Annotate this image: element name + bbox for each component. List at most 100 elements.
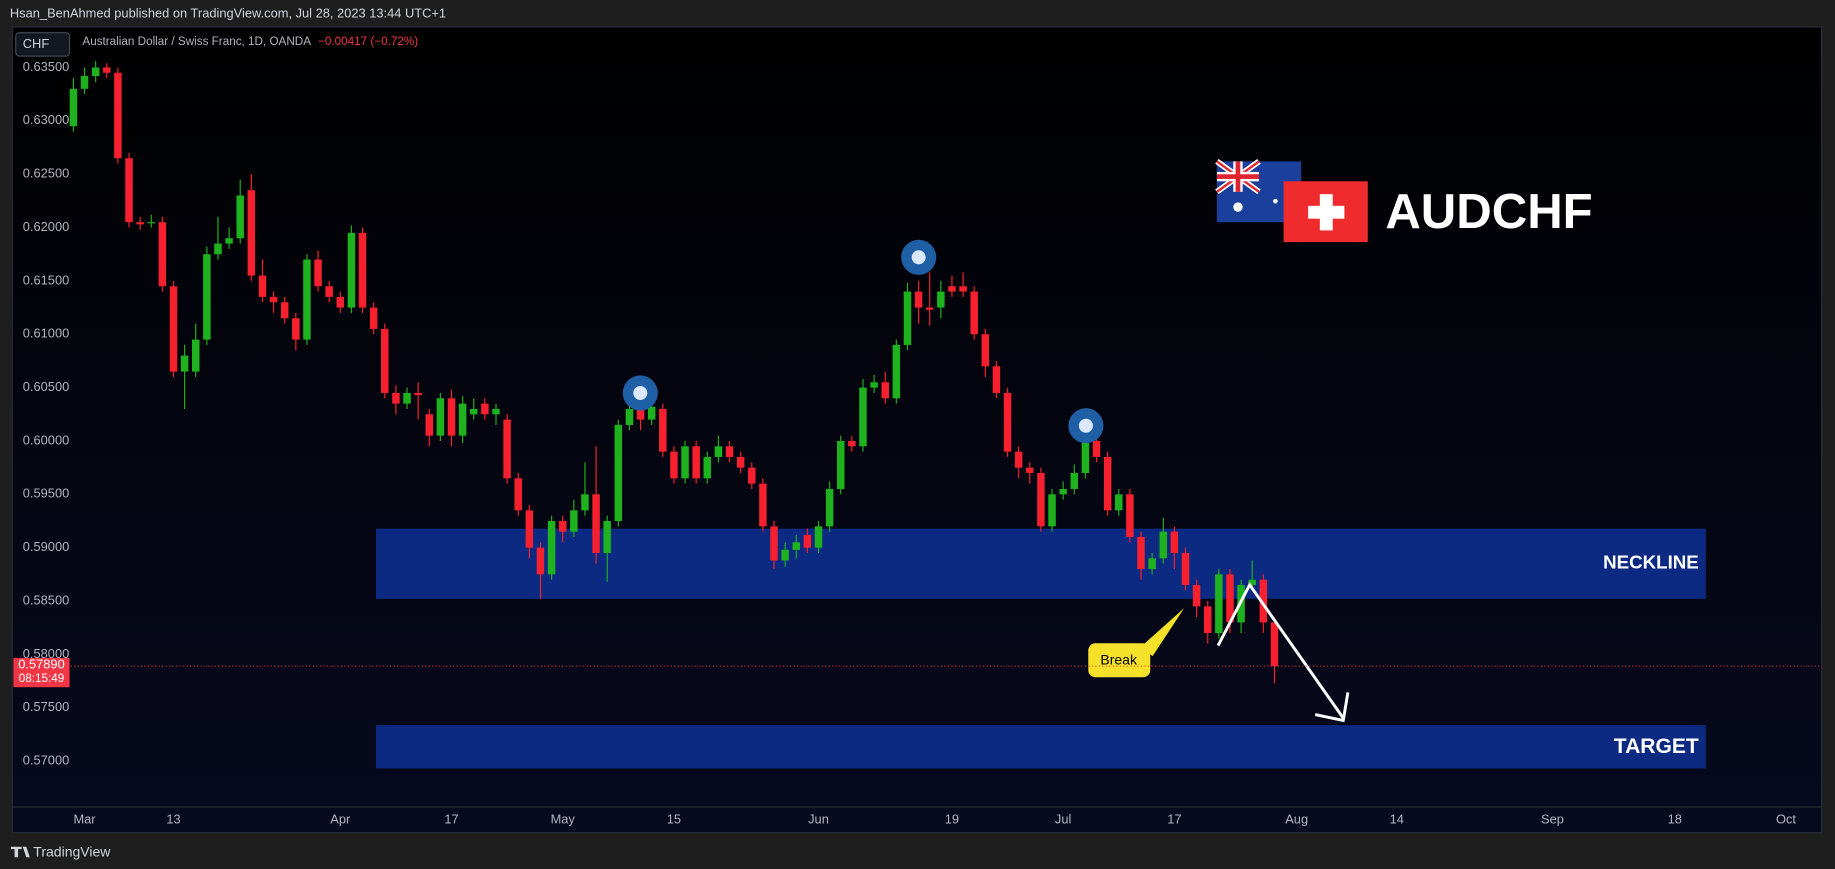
- candle-body: [292, 318, 300, 340]
- y-tick-label: 0.57000: [23, 753, 69, 768]
- ch-cross: [1308, 205, 1345, 219]
- candle-body: [69, 88, 78, 127]
- candle-body: [1192, 585, 1201, 607]
- candle-body: [458, 403, 467, 436]
- y-tick-label: 0.61000: [23, 326, 69, 341]
- candle-body: [1137, 537, 1145, 570]
- y-tick-label: 0.62500: [23, 166, 69, 181]
- candle-body: [592, 494, 600, 554]
- callout-pointer: [1140, 608, 1185, 657]
- candle-body: [848, 440, 856, 447]
- candle-body: [381, 328, 389, 393]
- candle-body: [725, 446, 734, 457]
- candle-body: [1248, 579, 1256, 586]
- candle-body: [1170, 531, 1179, 554]
- candle-body: [547, 521, 556, 575]
- candle-body: [169, 286, 178, 372]
- footer: TradingView: [33, 843, 111, 859]
- drawings: Break: [622, 239, 1350, 723]
- candle-body: [570, 510, 578, 532]
- x-tick-label: 15: [667, 811, 681, 826]
- candle-body: [1026, 467, 1034, 473]
- peak-marker-dot: [1078, 418, 1093, 433]
- y-tick-label: 0.58000: [23, 646, 69, 661]
- x-tick-label: Aug: [1285, 811, 1308, 826]
- candle-body: [258, 275, 267, 297]
- candle-body: [280, 302, 289, 319]
- candle-body: [636, 408, 645, 420]
- x-tick-label: Jun: [808, 811, 829, 826]
- x-tick-label: May: [551, 811, 576, 826]
- arrow-head: [1314, 692, 1350, 723]
- candle-body: [125, 158, 133, 223]
- candle-body: [158, 222, 167, 287]
- header: Hsan_BenAhmed published on TradingView.c…: [10, 5, 446, 20]
- y-tick-label: 0.63000: [23, 112, 69, 127]
- callout-text: Break: [1100, 652, 1138, 668]
- projection-arrow: [1216, 581, 1345, 719]
- x-tick-label: 18: [1668, 811, 1682, 826]
- candle-body: [1126, 494, 1134, 538]
- candle-body: [269, 296, 278, 303]
- candle-body: [214, 243, 222, 255]
- candle-body: [1226, 574, 1234, 623]
- candle-body: [236, 195, 244, 239]
- candle-body: [970, 291, 978, 335]
- peak-marker-dot: [633, 385, 648, 400]
- candle-body: [1148, 558, 1156, 570]
- au-star: [1233, 202, 1243, 212]
- candle-body: [1092, 440, 1101, 457]
- candle-body: [925, 307, 934, 310]
- candle-body: [681, 446, 689, 479]
- currency-box: [15, 32, 71, 57]
- candle-body: [1159, 531, 1167, 559]
- candle-body: [759, 483, 767, 527]
- x-tick-label: Mar: [73, 811, 96, 826]
- y-tick-label: 0.57500: [23, 699, 69, 714]
- candle-body: [1115, 494, 1123, 511]
- candle-body: [1215, 574, 1223, 634]
- au-star: [1273, 198, 1278, 204]
- neckline-zone: [375, 528, 1706, 599]
- y-tick-label: 0.59500: [23, 486, 69, 501]
- candle-body: [136, 222, 144, 225]
- y-tick-label: 0.59000: [23, 539, 69, 554]
- candle-body: [603, 521, 611, 554]
- candle-body: [1070, 472, 1079, 489]
- candle-body: [914, 291, 923, 308]
- last-price-label: 0.57890: [18, 656, 64, 671]
- candle-body: [191, 339, 200, 372]
- candle-body: [1181, 553, 1190, 586]
- candle-body: [525, 510, 534, 548]
- candle-body: [347, 232, 356, 308]
- candle-body: [314, 259, 322, 287]
- candle-body: [503, 419, 511, 479]
- brand-title: AUDCHF: [1385, 185, 1592, 239]
- candle-body: [770, 526, 778, 561]
- candle-body: [1081, 440, 1090, 473]
- candle-body: [814, 526, 823, 548]
- candle-body: [225, 238, 233, 244]
- candle-body: [536, 547, 545, 575]
- candle-body: [714, 446, 723, 457]
- candle-body: [903, 291, 912, 345]
- candle-body: [859, 387, 867, 447]
- candle-body: [937, 291, 945, 308]
- footer-logo: [11, 846, 30, 858]
- x-tick-label: Sep: [1541, 811, 1564, 826]
- candle-body: [358, 232, 367, 308]
- candle-body: [781, 549, 789, 561]
- candle-body: [581, 494, 589, 511]
- candle-body: [492, 408, 500, 415]
- symbol-title: Australian Dollar / Swiss Franc, 1D, OAN…: [82, 35, 311, 48]
- candle-body: [414, 392, 422, 396]
- candle-body: [792, 542, 800, 550]
- candle-body: [436, 398, 445, 436]
- change: −0.00417 (−0.72%): [318, 35, 418, 48]
- target-zone: [375, 725, 1706, 769]
- x-tick-label: 17: [444, 811, 458, 826]
- countdown: 08:15:49: [19, 672, 65, 685]
- candle-body: [692, 446, 700, 479]
- candle-body: [981, 334, 990, 367]
- candle-body: [948, 286, 956, 292]
